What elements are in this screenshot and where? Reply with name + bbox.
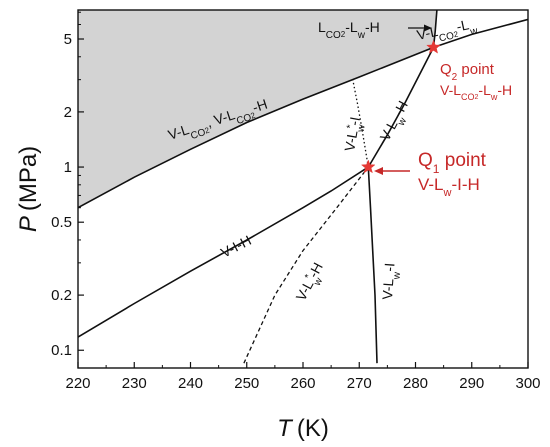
y-tick-label: 2 [64, 104, 72, 121]
hydrate-stable-shaded-region [78, 10, 437, 208]
x-tick-label: 300 [515, 375, 540, 392]
y-axis-symbol: P [15, 216, 42, 232]
x-tick-label: 230 [122, 375, 147, 392]
curve-v-i-h [78, 166, 369, 338]
y-tick-label: 1 [64, 159, 72, 176]
q1-phases: V-Lw-I-H [418, 175, 480, 199]
label-v-lw-h: V-Lw-H [377, 98, 416, 146]
lco2-lw-h-arrow [408, 24, 432, 32]
x-tick-label: 270 [347, 375, 372, 392]
label-v-lw-star-h: V-Lw*-H [292, 260, 331, 306]
x-tick-label: 290 [459, 375, 484, 392]
curve-v-lco2-lw [433, 18, 528, 49]
x-tick-label: 250 [234, 375, 259, 392]
label-v-i-h: V-I-H [218, 232, 254, 261]
y-axis-unit: (MPa) [15, 146, 42, 211]
y-tick-label: 0.2 [51, 287, 72, 304]
q1-annotation: Q1 point V-Lw-I-H [374, 150, 487, 199]
x-axis-label: T (K) [277, 415, 329, 442]
x-axis-ticks: 220 230 240 250 260 270 280 290 300 [65, 362, 541, 392]
quadruple-points [360, 39, 441, 174]
label-v-lw-i: V-Lw-I [379, 262, 403, 300]
curve-v-lw-star-i [351, 78, 369, 168]
curve-v-lco2-lco2-h [78, 46, 434, 209]
y-tick-label: 5 [64, 31, 72, 48]
x-axis-symbol: T [277, 415, 294, 442]
q2-annotation: Q2 point V-LCO2-Lw-H [440, 61, 512, 102]
curve-v-lw-i [367, 167, 378, 364]
label-lco2-lw-h: LCO2-Lw-H [318, 19, 380, 41]
x-tick-label: 260 [290, 375, 315, 392]
y-tick-label: 0.1 [51, 342, 72, 359]
q1-label: Q1 point [418, 150, 487, 176]
q2-marker [426, 39, 441, 54]
x-tick-label: 280 [403, 375, 428, 392]
curve-v-lw-h [367, 47, 435, 168]
label-v-lco2-lw: V-LCO2-Lw [415, 15, 479, 49]
y-tick-label: 0.5 [51, 214, 72, 231]
q2-phases: V-LCO2-Lw-H [440, 82, 512, 102]
q1-marker [360, 159, 376, 174]
x-axis-unit: (K) [297, 415, 329, 442]
x-tick-label: 240 [178, 375, 203, 392]
y-axis-label: P (MPa) [15, 146, 42, 232]
x-tick-label: 220 [65, 375, 90, 392]
phase-curves [78, 10, 528, 364]
y-axis-ticks: 0.1 0.2 0.5 1 2 5 [51, 11, 84, 359]
label-v-lw-star-i: V-Lw*-I [341, 115, 369, 153]
q2-label: Q2 point [440, 61, 495, 83]
curve-v-lw-star-h [243, 166, 369, 364]
